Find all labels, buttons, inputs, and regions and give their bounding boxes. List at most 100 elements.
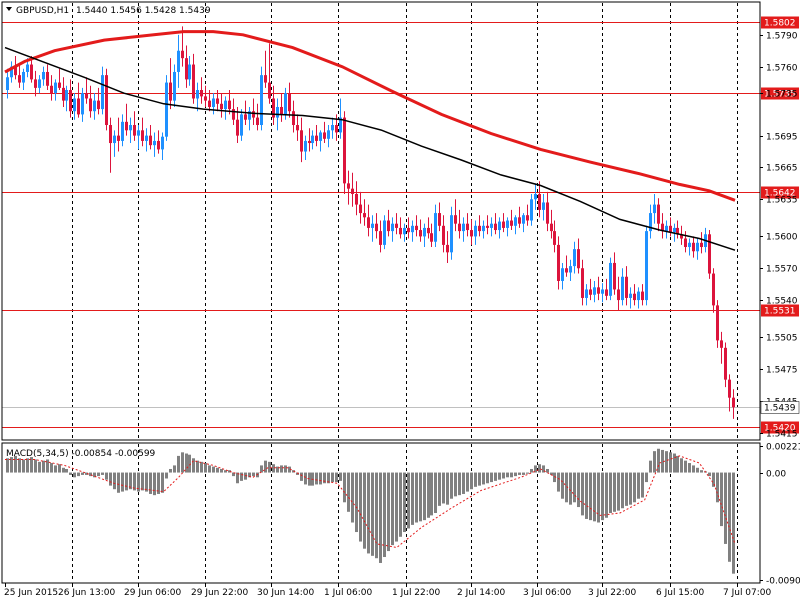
- candle-body: [62, 87, 65, 101]
- candle-body: [577, 249, 580, 269]
- time-tick-label: 7 Jul 07:00: [723, 588, 772, 598]
- candle-body: [26, 64, 29, 72]
- macd-bar: [196, 460, 199, 473]
- price-axis[interactable]: 1.57901.57601.57351.56951.56651.56351.56…: [760, 32, 800, 587]
- candle-body: [553, 231, 556, 245]
- candle-body: [204, 96, 207, 101]
- candle-body: [391, 223, 394, 232]
- candle-body: [335, 125, 338, 133]
- macd-bar: [661, 449, 664, 473]
- price-tick-label: 1.5695: [766, 133, 798, 143]
- candle-body: [161, 136, 164, 150]
- candle-body: [411, 225, 414, 233]
- candle-body: [77, 98, 80, 115]
- macd-bar: [97, 472, 100, 477]
- macd-bar: [6, 458, 9, 473]
- time-axis[interactable]: 25 Jun 2015 26 Jun 13:00 29 Jun 06:00 29 Ju…: [4, 583, 772, 598]
- candle-body: [38, 79, 41, 88]
- macd-bar: [482, 472, 485, 485]
- candle-body: [434, 213, 437, 242]
- candle-body: [125, 121, 128, 131]
- macd-title: MACD(5,34,5) -0.00854 -0.00599: [6, 449, 156, 459]
- candle-body: [502, 221, 505, 228]
- candle-body: [510, 220, 513, 226]
- candle-body: [605, 289, 608, 296]
- candle-body: [621, 276, 624, 301]
- macd-bar: [331, 472, 334, 483]
- candle-body: [657, 204, 660, 224]
- candle-body: [34, 79, 37, 88]
- candle-body: [617, 289, 620, 301]
- macd-bar: [676, 455, 679, 473]
- candle-body: [593, 287, 596, 295]
- macd-bar: [89, 472, 92, 477]
- candle-body: [30, 64, 33, 80]
- macd-bar: [434, 472, 437, 513]
- macd-bar: [454, 472, 457, 497]
- candle-body: [308, 140, 311, 144]
- candle-body: [256, 117, 259, 126]
- candle-body: [534, 193, 537, 200]
- macd-bar: [165, 472, 168, 479]
- macd-bar: [169, 468, 172, 473]
- macd-bar: [617, 472, 620, 511]
- macd-bar: [423, 472, 426, 521]
- macd-bar: [343, 472, 346, 503]
- macd-bar: [625, 472, 628, 506]
- macd-bar: [688, 463, 691, 473]
- candle-body: [696, 242, 699, 252]
- candle-body: [712, 273, 715, 306]
- candle-body: [661, 223, 664, 232]
- macd-bar: [446, 472, 449, 505]
- candle-body: [684, 238, 687, 248]
- macd-bar: [530, 468, 533, 473]
- dropdown-triangle-icon[interactable]: [6, 7, 12, 11]
- candle-body: [450, 215, 453, 253]
- candle-body: [482, 225, 485, 232]
- level-tag: [761, 16, 799, 29]
- macd-bar: [65, 468, 68, 473]
- macd-bar: [327, 472, 330, 484]
- time-tick-label: 26 Jun 13:00: [58, 588, 115, 598]
- candle-body: [351, 188, 354, 194]
- macd-bar: [117, 472, 120, 493]
- macd-bar: [561, 472, 564, 499]
- level-tag-label: 1.5642: [764, 189, 796, 199]
- candle-body: [557, 244, 560, 281]
- candle-body: [720, 340, 723, 348]
- macd-bar: [105, 472, 108, 480]
- candle-body: [645, 231, 648, 301]
- macd-bar: [383, 472, 386, 558]
- macd-bar: [716, 472, 719, 503]
- level-tag: [761, 421, 799, 434]
- time-tick-label: 25 Jun 2015: [4, 588, 58, 598]
- macd-bar: [438, 472, 441, 506]
- candle-body: [319, 132, 322, 141]
- candle-body: [89, 98, 92, 112]
- macd-bar: [609, 472, 612, 513]
- macd-bar: [506, 472, 509, 478]
- candle-body: [383, 220, 386, 245]
- candle-body: [526, 215, 529, 221]
- candle-body: [530, 199, 533, 221]
- horizontal-levels[interactable]: 1.5802 1.5735 1.5642 1.5531 1.5420: [2, 16, 799, 434]
- macd-bar: [129, 472, 132, 490]
- candle-body: [561, 268, 564, 281]
- macd-bar: [430, 472, 433, 516]
- candle-body: [323, 132, 326, 139]
- candle-body: [470, 230, 473, 237]
- macd-bar: [204, 463, 207, 473]
- macd-bar: [597, 472, 600, 523]
- candle-body: [304, 140, 307, 152]
- macd-bar: [653, 451, 656, 473]
- macd-bar: [633, 472, 636, 503]
- macd-bar: [315, 472, 318, 485]
- candle-body: [633, 293, 636, 301]
- macd-bar: [141, 472, 144, 491]
- macd-bar: [280, 465, 283, 473]
- candle-body: [613, 262, 616, 290]
- macd-bar: [375, 472, 378, 559]
- price-tick-label: 1.5415: [766, 430, 798, 440]
- macd-bar: [367, 472, 370, 554]
